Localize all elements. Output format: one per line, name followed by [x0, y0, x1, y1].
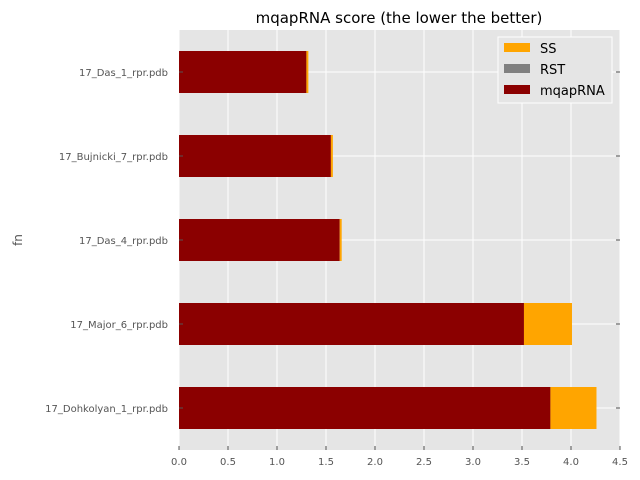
- y-axis-ticks: 17_Dohkolyan_1_rpr.pdb 17_Major_6_rpr.pdb…: [45, 68, 620, 415]
- legend-label: RST: [540, 63, 565, 78]
- legend-label: mqapRNA: [540, 84, 605, 99]
- bar-mqaprna: [179, 135, 331, 177]
- legend: SS RST mqapRNA: [497, 36, 613, 104]
- x-tick-label: 2.5: [416, 457, 432, 468]
- x-tick-label: 3.5: [514, 457, 530, 468]
- y-tick-label: 17_Bujnicki_7_rpr.pdb: [59, 152, 168, 163]
- x-tick-label: 4.5: [612, 457, 628, 468]
- bars: [179, 51, 597, 429]
- bar-mqaprna: [179, 51, 307, 93]
- x-axis-ticks: 0.0 0.5 1.0 1.5 2.0 2.5 3.0 3.5 4.0 4.5: [171, 446, 628, 468]
- bar-ss: [306, 51, 309, 93]
- legend-swatch: [504, 64, 530, 73]
- y-tick-label: 17_Das_1_rpr.pdb: [79, 68, 168, 79]
- legend-swatch: [504, 43, 530, 52]
- x-tick-label: 0.5: [220, 457, 236, 468]
- bar-mqaprna: [179, 303, 524, 345]
- bar-ss: [550, 387, 597, 429]
- bar-ss: [339, 219, 342, 261]
- x-tick-label: 3.0: [465, 457, 481, 468]
- x-tick-label: 1.5: [318, 457, 334, 468]
- bar-ss: [330, 135, 333, 177]
- legend-swatch: [504, 85, 530, 94]
- y-axis-label: fn: [11, 234, 25, 246]
- y-tick-label: 17_Das_4_rpr.pdb: [79, 236, 168, 247]
- bar-mqaprna: [179, 219, 340, 261]
- x-tick-label: 0.0: [171, 457, 187, 468]
- bar-ss: [523, 303, 572, 345]
- x-tick-label: 2.0: [367, 457, 383, 468]
- y-tick-label: 17_Dohkolyan_1_rpr.pdb: [45, 404, 168, 415]
- legend-label: SS: [540, 42, 557, 57]
- bar-mqaprna: [179, 387, 551, 429]
- x-tick-label: 1.0: [269, 457, 285, 468]
- chart-title: mqapRNA score (the lower the better): [256, 9, 543, 27]
- x-tick-label: 4.0: [563, 457, 579, 468]
- y-tick-label: 17_Major_6_rpr.pdb: [70, 320, 168, 331]
